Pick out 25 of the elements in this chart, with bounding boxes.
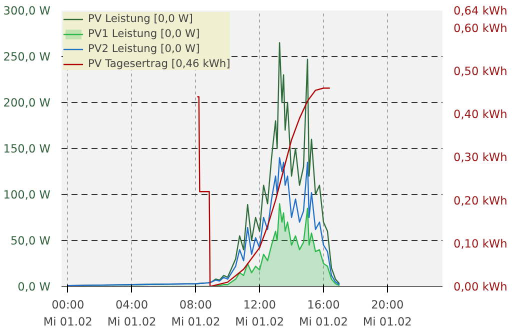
y2-tick-label: 0,60 kWh [454, 20, 508, 35]
legend-label: PV Leistung [0,0 W] [88, 12, 193, 25]
y-tick-label: 50,0 W [10, 234, 51, 248]
y-tick-label: 200,0 W [3, 96, 50, 110]
y2-tick-label: 0,00 kWh [454, 280, 508, 294]
y-tick-label: 300,0 W [3, 4, 50, 18]
x-tick-label: 16:00 Mi 01.02 [299, 298, 348, 328]
y2-tick-label: 0,50 kWh [454, 64, 508, 78]
x-tick-label: 08:00 Mi 01.02 [171, 298, 220, 328]
y-tick-label: 150,0 W [3, 142, 50, 156]
y2-tick-label: 0,30 kWh [454, 150, 508, 164]
y-tick-label: 0,0 W [18, 280, 51, 294]
legend-label: PV2 Leistung [0,0 W] [88, 42, 200, 55]
x-tick-label: 12:00 Mi 01.02 [235, 298, 284, 328]
legend-label: PV Tagesertrag [0,46 kWh] [88, 57, 230, 70]
y-tick-label: 100,0 W [3, 188, 50, 202]
y2-tick-label: 0,40 kWh [454, 107, 508, 121]
legend-label: PV1 Leistung [0,0 W] [88, 27, 200, 40]
y2-tick-label: 0,10 kWh [454, 236, 508, 250]
x-tick-label: 20:00 Mi 01.02 [362, 298, 412, 328]
x-tick-label: 04:00 Mi 01.02 [107, 298, 156, 328]
y-tick-label: 250,0 W [3, 50, 50, 64]
x-tick-label: 00:00 Mi 01.02 [43, 298, 92, 328]
y2-tick-label: 0,64 kWh [454, 4, 508, 18]
y2-tick-label: 0,20 kWh [454, 193, 508, 208]
